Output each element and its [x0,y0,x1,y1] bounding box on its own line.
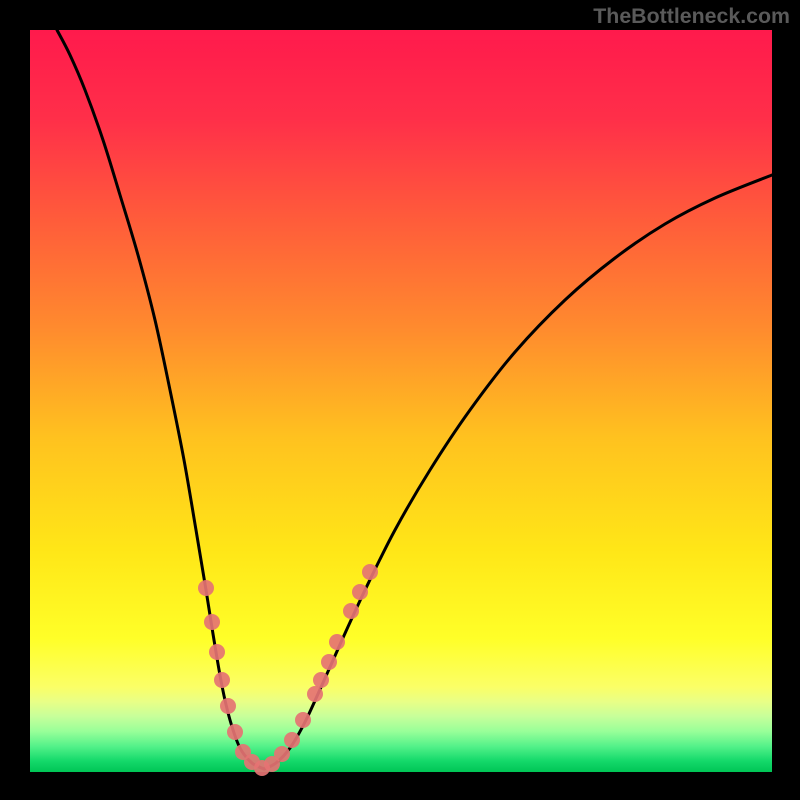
data-marker [295,712,311,728]
data-marker [329,634,345,650]
data-marker [220,698,236,714]
data-marker [343,603,359,619]
figure-root: TheBottleneck.com [0,0,800,800]
curve-left [57,30,264,769]
data-marker [209,644,225,660]
data-marker [307,686,323,702]
data-marker [274,746,290,762]
data-marker [204,614,220,630]
data-marker [227,724,243,740]
watermark-text: TheBottleneck.com [593,4,790,29]
curve-right [264,175,772,769]
data-marker [214,672,230,688]
data-marker [313,672,329,688]
plot-area [30,30,772,772]
curve-layer [30,30,772,772]
data-marker [284,732,300,748]
data-marker [321,654,337,670]
data-marker [352,584,368,600]
data-marker [198,580,214,596]
data-marker [362,564,378,580]
